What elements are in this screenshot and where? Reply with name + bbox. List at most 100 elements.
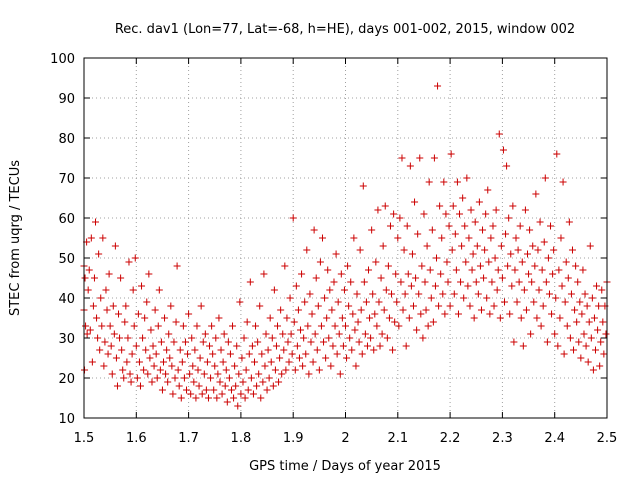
data-point-marker — [582, 342, 590, 350]
data-point-marker — [554, 342, 562, 350]
data-point-marker — [194, 366, 202, 374]
data-point-marker — [247, 374, 255, 382]
data-point-marker — [181, 338, 189, 346]
data-point-marker — [81, 366, 89, 374]
data-point-marker — [314, 302, 322, 310]
data-point-marker — [415, 290, 423, 298]
data-point-marker — [324, 266, 332, 274]
data-point-marker — [318, 234, 326, 242]
data-point-marker — [436, 202, 444, 210]
x-tick-label: 1.9 — [283, 431, 304, 446]
data-point-marker — [461, 222, 469, 230]
data-point-marker — [227, 386, 235, 394]
data-point-marker — [207, 374, 215, 382]
data-point-marker — [508, 282, 516, 290]
data-point-marker — [510, 338, 518, 346]
data-point-marker — [453, 178, 461, 186]
data-point-marker — [408, 250, 416, 258]
data-point-marker — [192, 394, 200, 402]
data-point-marker — [275, 378, 283, 386]
data-point-marker — [457, 278, 465, 286]
data-point-marker — [158, 386, 166, 394]
data-point-marker — [422, 306, 430, 314]
data-point-marker — [347, 278, 355, 286]
data-point-marker — [509, 202, 517, 210]
data-point-marker — [113, 382, 121, 390]
data-point-marker — [124, 334, 132, 342]
data-point-marker — [467, 206, 475, 214]
data-point-marker — [88, 358, 96, 366]
data-point-marker — [255, 370, 263, 378]
data-point-marker — [377, 274, 385, 282]
data-point-marker — [493, 286, 501, 294]
y-tick-label: 30 — [58, 332, 75, 347]
data-point-marker — [138, 282, 146, 290]
data-point-marker — [243, 318, 251, 326]
data-point-marker — [558, 282, 566, 290]
data-point-marker — [287, 330, 295, 338]
data-point-marker — [512, 234, 520, 242]
data-point-marker — [499, 146, 507, 154]
x-tick-label: 1.6 — [126, 431, 147, 446]
data-point-marker — [496, 314, 504, 322]
data-point-marker — [261, 362, 269, 370]
data-point-marker — [178, 358, 186, 366]
data-point-marker — [513, 298, 521, 306]
data-point-marker — [200, 370, 208, 378]
data-point-marker — [240, 334, 248, 342]
data-point-marker — [439, 290, 447, 298]
data-point-marker — [452, 266, 460, 274]
data-point-marker — [126, 370, 134, 378]
data-point-marker — [394, 234, 402, 242]
data-point-marker — [100, 362, 108, 370]
data-point-marker — [103, 306, 111, 314]
data-point-marker — [215, 314, 223, 322]
data-point-marker — [375, 298, 383, 306]
data-point-marker — [81, 274, 89, 282]
data-point-marker — [591, 346, 599, 354]
data-point-marker — [327, 362, 335, 370]
data-point-marker — [293, 342, 301, 350]
data-point-marker — [87, 234, 95, 242]
data-point-marker — [357, 306, 365, 314]
data-point-marker — [333, 350, 341, 358]
data-point-marker — [82, 322, 90, 330]
data-point-marker — [288, 350, 296, 358]
data-point-marker — [477, 306, 485, 314]
data-point-marker — [118, 346, 126, 354]
data-point-marker — [356, 246, 364, 254]
data-point-marker — [233, 342, 241, 350]
data-point-marker — [252, 322, 260, 330]
data-point-marker — [337, 270, 345, 278]
data-point-marker — [334, 298, 342, 306]
data-point-marker — [564, 274, 572, 282]
data-point-marker — [147, 326, 155, 334]
data-point-marker — [451, 230, 459, 238]
data-point-marker — [338, 314, 346, 322]
data-point-marker — [399, 306, 407, 314]
data-point-marker — [279, 330, 287, 338]
data-point-marker — [222, 366, 230, 374]
data-point-marker — [526, 226, 534, 234]
data-point-marker — [209, 350, 217, 358]
data-point-marker — [270, 286, 278, 294]
data-point-marker — [340, 286, 348, 294]
data-point-marker — [417, 310, 425, 318]
data-point-marker — [175, 382, 183, 390]
data-point-marker — [122, 302, 130, 310]
data-point-marker — [265, 374, 273, 382]
data-point-marker — [322, 354, 330, 362]
data-point-marker — [121, 318, 129, 326]
x-tick-label: 1.5 — [74, 431, 95, 446]
data-point-marker — [581, 290, 589, 298]
data-point-marker — [383, 334, 391, 342]
x-tick-label: 1.7 — [178, 431, 199, 446]
data-point-marker — [363, 342, 371, 350]
data-point-marker — [280, 346, 288, 354]
data-point-marker — [97, 294, 105, 302]
y-tick-label: 80 — [58, 132, 75, 147]
data-point-marker — [323, 314, 331, 322]
data-point-marker — [159, 358, 167, 366]
data-point-marker — [494, 266, 502, 274]
data-point-marker — [352, 362, 360, 370]
